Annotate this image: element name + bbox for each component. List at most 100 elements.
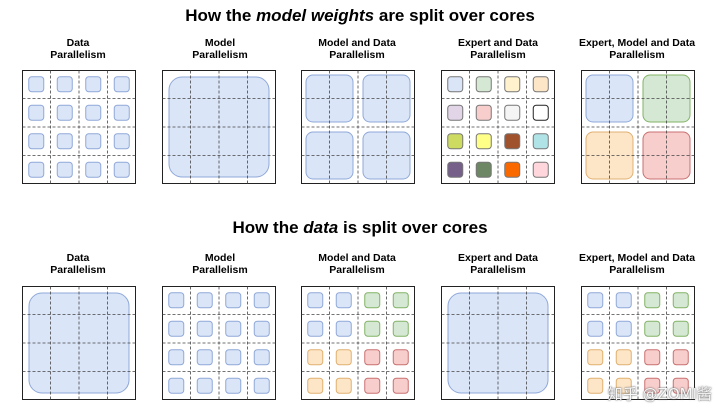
core-block xyxy=(364,292,381,309)
weights-label-expert-model-data: Expert, Model and Data Parallelism xyxy=(578,37,696,61)
core-block xyxy=(447,161,464,178)
core-block xyxy=(615,349,632,366)
data-label-expert-data: Expert and Data Parallelism xyxy=(458,252,538,276)
core-block xyxy=(196,377,213,394)
core-block xyxy=(587,320,604,337)
core-block xyxy=(615,377,632,394)
core-block xyxy=(168,320,185,337)
core-block xyxy=(644,349,661,366)
core-block xyxy=(364,349,381,366)
core-block xyxy=(28,104,45,121)
core-block xyxy=(672,349,689,366)
data-section-title: How the data is split over cores xyxy=(232,218,488,237)
core-block xyxy=(615,320,632,337)
core-block xyxy=(113,161,130,178)
core-block xyxy=(113,133,130,150)
core-block xyxy=(307,377,324,394)
weights-label-model: Model Parallelism xyxy=(192,37,248,61)
core-block xyxy=(364,377,381,394)
core-block xyxy=(168,377,185,394)
data-label-expert-model-data: Expert, Model and Data Parallelism xyxy=(578,252,696,276)
core-block xyxy=(392,377,409,394)
weights-label-expert-data: Expert and Data Parallelism xyxy=(458,37,538,61)
core-block xyxy=(532,76,549,93)
weights-label-data: Data Parallelism xyxy=(50,37,106,61)
core-block xyxy=(672,377,689,394)
core-block xyxy=(335,349,352,366)
data-model-data-parallelism-grid xyxy=(301,286,415,400)
core-block xyxy=(56,104,73,121)
core-block xyxy=(225,377,242,394)
core-block xyxy=(28,161,45,178)
weights-expert-model-data-parallelism-grid xyxy=(581,70,695,184)
core-block xyxy=(253,377,270,394)
core-block xyxy=(28,133,45,150)
core-block xyxy=(28,76,45,93)
core-block xyxy=(644,292,661,309)
data-label-model: Model Parallelism xyxy=(192,252,248,276)
data-expert-data-parallelism-grid xyxy=(441,286,555,400)
core-block xyxy=(475,161,492,178)
core-block xyxy=(85,133,102,150)
core-block xyxy=(392,292,409,309)
data-data-parallelism-grid xyxy=(22,286,136,400)
data-model-parallelism-grid xyxy=(162,286,276,400)
core-block xyxy=(392,320,409,337)
core-block xyxy=(113,104,130,121)
core-block xyxy=(504,76,521,93)
core-block xyxy=(113,76,130,93)
weights-model-data-parallelism-grid xyxy=(301,70,415,184)
weights-label-model-data: Model and Data Parallelism xyxy=(318,37,396,61)
core-block xyxy=(644,320,661,337)
data-expert-model-data-parallelism-grid xyxy=(581,286,695,400)
data-label-model-data: Model and Data Parallelism xyxy=(318,252,396,276)
core-block xyxy=(335,320,352,337)
core-block xyxy=(225,320,242,337)
core-block xyxy=(56,133,73,150)
core-block xyxy=(85,104,102,121)
core-block xyxy=(85,76,102,93)
core-block xyxy=(504,161,521,178)
weights-model-parallelism-grid xyxy=(162,70,276,184)
core-block xyxy=(196,349,213,366)
core-block xyxy=(225,349,242,366)
core-block xyxy=(532,133,549,150)
weights-section-title: How the model weights are split over cor… xyxy=(185,6,535,25)
core-block xyxy=(672,320,689,337)
watermark: 知乎 @ZOMI酱 xyxy=(607,385,712,403)
core-block xyxy=(587,377,604,394)
core-block xyxy=(307,292,324,309)
core-block xyxy=(504,133,521,150)
core-block xyxy=(644,377,661,394)
core-block xyxy=(672,292,689,309)
core-block xyxy=(475,133,492,150)
core-block xyxy=(253,292,270,309)
core-block xyxy=(587,349,604,366)
core-block xyxy=(335,377,352,394)
core-block xyxy=(447,104,464,121)
core-block xyxy=(56,76,73,93)
weights-expert-data-parallelism-grid xyxy=(441,70,555,184)
core-block xyxy=(475,104,492,121)
core-block xyxy=(253,349,270,366)
core-block xyxy=(307,320,324,337)
core-block xyxy=(56,161,73,178)
core-block xyxy=(85,161,102,178)
data-label-data: Data Parallelism xyxy=(50,252,106,276)
core-block xyxy=(168,349,185,366)
core-block xyxy=(392,349,409,366)
core-block xyxy=(196,320,213,337)
weights-data-parallelism-grid xyxy=(22,70,136,184)
core-block xyxy=(532,104,549,121)
core-block xyxy=(335,292,352,309)
core-block xyxy=(587,292,604,309)
core-block xyxy=(447,76,464,93)
core-block xyxy=(475,76,492,93)
core-block xyxy=(504,104,521,121)
core-block xyxy=(615,292,632,309)
core-block xyxy=(447,133,464,150)
core-block xyxy=(364,320,381,337)
core-block xyxy=(196,292,213,309)
core-block xyxy=(253,320,270,337)
core-block xyxy=(532,161,549,178)
